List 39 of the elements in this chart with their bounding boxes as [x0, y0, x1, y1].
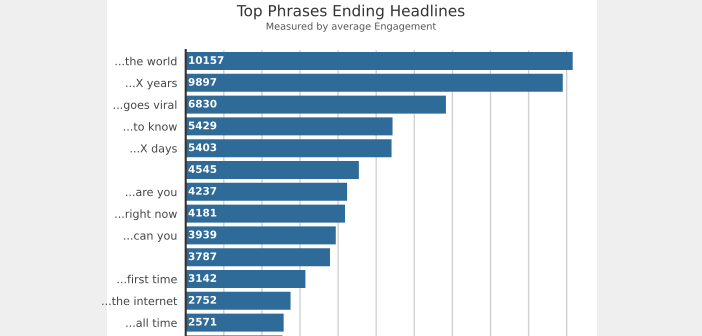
chart-subtitle: Measured by average Engagement	[266, 22, 436, 32]
y-tick-label: ...can you	[124, 233, 176, 242]
data-label: 4181	[188, 208, 216, 217]
bar	[186, 248, 330, 266]
data-label: 6830	[188, 100, 217, 108]
data-label: 3142	[188, 274, 216, 282]
y-tick-label: ...right now	[115, 209, 177, 220]
data-label: 4237	[188, 186, 216, 195]
data-label: 3787	[188, 252, 216, 260]
y-tick-label: ...first time	[118, 274, 177, 284]
bar	[186, 292, 291, 310]
data-label: 5403	[188, 143, 216, 152]
bar	[186, 270, 306, 288]
data-label: 3939	[188, 230, 216, 238]
bar	[186, 96, 446, 114]
data-label: 10157	[189, 56, 224, 64]
y-tick-label: ...the internet	[102, 296, 178, 306]
y-tick-label: ...X days	[130, 144, 177, 155]
bar	[186, 139, 392, 158]
y-tick-label: ...X years	[126, 78, 177, 90]
data-label: 2571	[188, 318, 216, 326]
y-tick-label: ...to know	[124, 122, 177, 131]
bar	[186, 182, 348, 201]
y-tick-label: ...the world	[116, 56, 176, 66]
bar	[186, 52, 573, 70]
y-tick-label: ...are you	[126, 190, 176, 198]
y-tick-label: ...all time	[126, 318, 177, 327]
data-label: 2752	[188, 296, 216, 304]
bar	[186, 314, 284, 332]
data-label: 4545	[188, 165, 216, 174]
bar	[186, 204, 345, 223]
y-tick-label: ...goes viral	[114, 100, 176, 112]
bar	[186, 74, 563, 92]
bar	[186, 226, 336, 244]
bar	[186, 117, 393, 136]
data-label: 9897	[188, 78, 216, 86]
data-label: 5429	[188, 122, 216, 130]
bar	[186, 161, 359, 179]
chart-title: Top Phrases Ending Headlines	[236, 4, 464, 20]
